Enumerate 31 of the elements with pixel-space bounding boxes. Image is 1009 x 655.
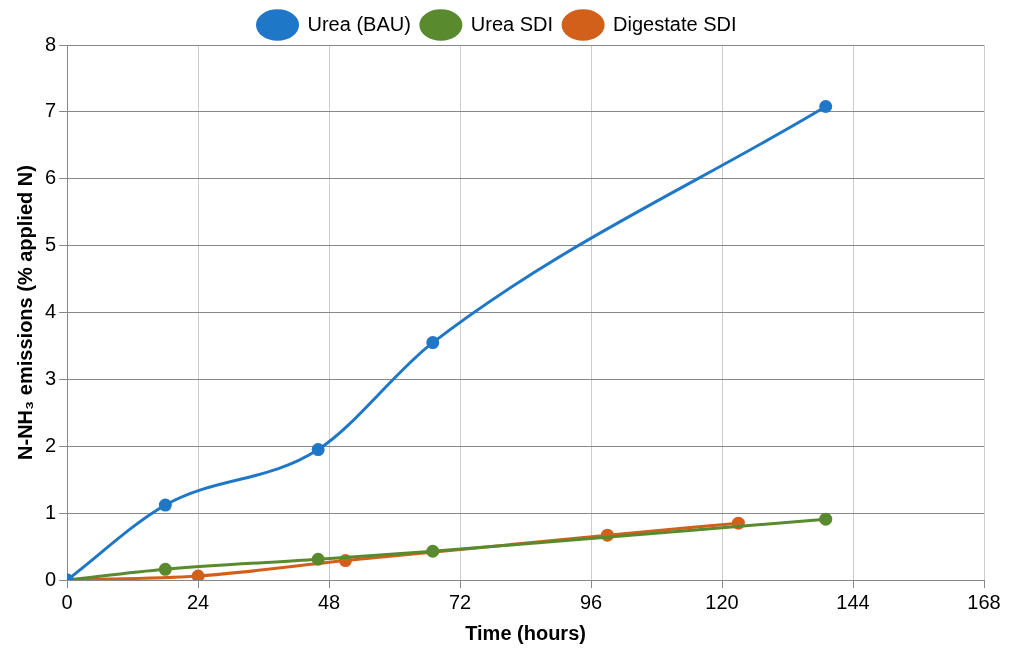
legend-label: Urea SDI (470, 12, 554, 35)
legend-label: Digestate SDI (613, 12, 737, 35)
point (311, 552, 325, 566)
x-tick-label: 48 (317, 590, 341, 613)
point (191, 569, 205, 580)
x-tick-label: 120 (705, 590, 739, 613)
y-axis-title: N-NH₃ emissions (% applied N) (13, 165, 36, 460)
point (158, 562, 172, 576)
x-tick-label: 144 (836, 590, 870, 613)
y-tick-label: 1 (45, 500, 57, 523)
point (819, 100, 833, 114)
y-tick-label: 3 (45, 366, 57, 389)
y-tick-label: 2 (45, 433, 57, 456)
legend-label: Urea (BAU) (307, 12, 411, 35)
x-tick-label: 0 (61, 590, 73, 613)
x-tick-label: 72 (448, 590, 472, 613)
point (158, 498, 172, 512)
x-tick-label: 96 (579, 590, 603, 613)
y-tick-label: 4 (45, 300, 57, 323)
x-tick-label: 168 (967, 590, 1001, 613)
y-tick-label: 6 (45, 166, 57, 189)
y-tick-label: 0 (45, 567, 57, 590)
point (311, 443, 325, 457)
y-tick-label: 8 (45, 32, 57, 55)
point (819, 512, 833, 526)
y-tick-label: 7 (45, 99, 57, 122)
x-tick-label: 24 (186, 590, 210, 613)
point (426, 336, 440, 350)
y-tick-label: 5 (45, 233, 57, 256)
point (426, 544, 440, 558)
x-axis-title: Time (hours) (465, 621, 586, 644)
